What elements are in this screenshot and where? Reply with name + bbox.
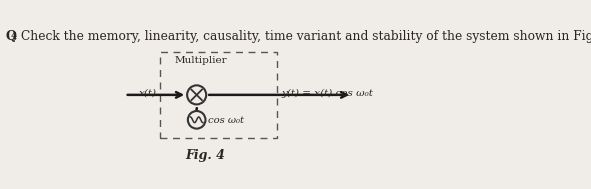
Text: y(t) = x(t) cos ω₀t: y(t) = x(t) cos ω₀t bbox=[282, 89, 374, 98]
Circle shape bbox=[188, 111, 206, 129]
Text: cos ω₀t: cos ω₀t bbox=[209, 116, 245, 125]
Text: x(t): x(t) bbox=[139, 89, 157, 98]
Text: Fig. 4: Fig. 4 bbox=[186, 149, 225, 162]
Text: Multiplier: Multiplier bbox=[175, 56, 228, 65]
Circle shape bbox=[187, 85, 206, 104]
Bar bbox=[160, 52, 277, 138]
Text: : Check the memory, linearity, causality, time variant and stability of the syst: : Check the memory, linearity, causality… bbox=[13, 30, 591, 43]
Text: Q: Q bbox=[5, 30, 16, 43]
Text: 4: 4 bbox=[11, 33, 17, 42]
